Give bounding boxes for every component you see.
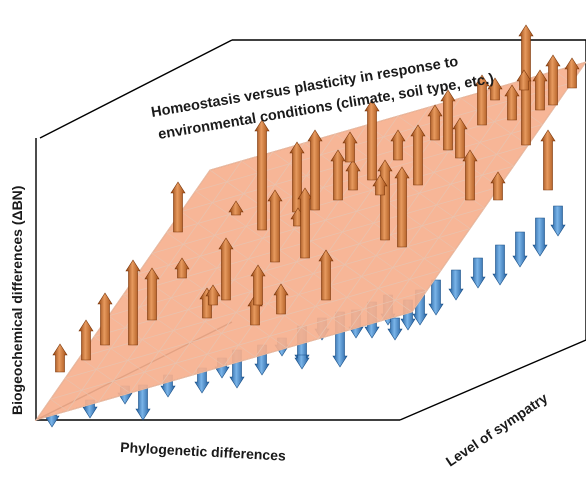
y-axis-label: Biogeochemical differences (ΔBN) <box>9 186 25 415</box>
up-arrow <box>250 264 266 306</box>
up-arrow <box>342 131 358 163</box>
down-arrow <box>294 354 310 370</box>
up-arrow <box>318 249 334 301</box>
up-arrow <box>228 200 244 216</box>
down-arrow <box>387 317 403 341</box>
up-arrow <box>440 89 456 151</box>
up-arrow <box>462 149 478 201</box>
up-arrow <box>452 117 468 159</box>
down-arrow <box>470 257 486 289</box>
up-arrow <box>490 171 506 201</box>
z-axis-label: Level of sympatry <box>443 390 551 470</box>
up-arrow <box>532 69 548 111</box>
up-arrow <box>297 187 313 259</box>
up-arrow <box>205 284 221 306</box>
up-arrow <box>97 292 113 346</box>
up-arrow <box>487 77 503 101</box>
up-arrow <box>170 181 186 233</box>
up-arrow <box>125 259 141 346</box>
up-arrow <box>330 149 346 201</box>
up-arrow <box>410 124 426 186</box>
up-arrow <box>372 174 388 196</box>
down-arrow <box>135 384 151 421</box>
upward-arrows <box>52 24 580 373</box>
down-arrow <box>448 269 464 301</box>
up-arrow <box>267 189 283 263</box>
up-arrow <box>364 99 380 181</box>
up-arrow <box>545 54 561 106</box>
up-arrow <box>564 57 580 89</box>
down-arrow <box>532 217 548 257</box>
back-top-edge <box>39 39 233 139</box>
up-arrow <box>78 319 94 361</box>
up-arrow <box>474 74 490 126</box>
x-axis-label: Phylogenetic differences <box>120 439 287 464</box>
up-arrow <box>273 283 289 315</box>
down-arrow <box>550 205 566 237</box>
down-arrow <box>512 231 528 268</box>
down-arrow <box>492 244 508 286</box>
up-arrow <box>390 129 406 161</box>
up-arrow <box>174 257 190 279</box>
up-arrow <box>540 129 556 191</box>
up-arrow <box>345 159 361 191</box>
up-arrow <box>427 104 443 141</box>
up-arrow <box>504 84 520 121</box>
up-arrow <box>254 119 270 231</box>
up-arrow <box>307 129 323 211</box>
z-axis-line <box>399 339 586 421</box>
up-arrow <box>516 69 532 91</box>
down-arrow <box>428 279 444 316</box>
up-arrow <box>144 267 160 321</box>
up-arrow <box>218 237 234 301</box>
up-arrow <box>52 343 68 373</box>
up-arrow <box>394 166 410 248</box>
